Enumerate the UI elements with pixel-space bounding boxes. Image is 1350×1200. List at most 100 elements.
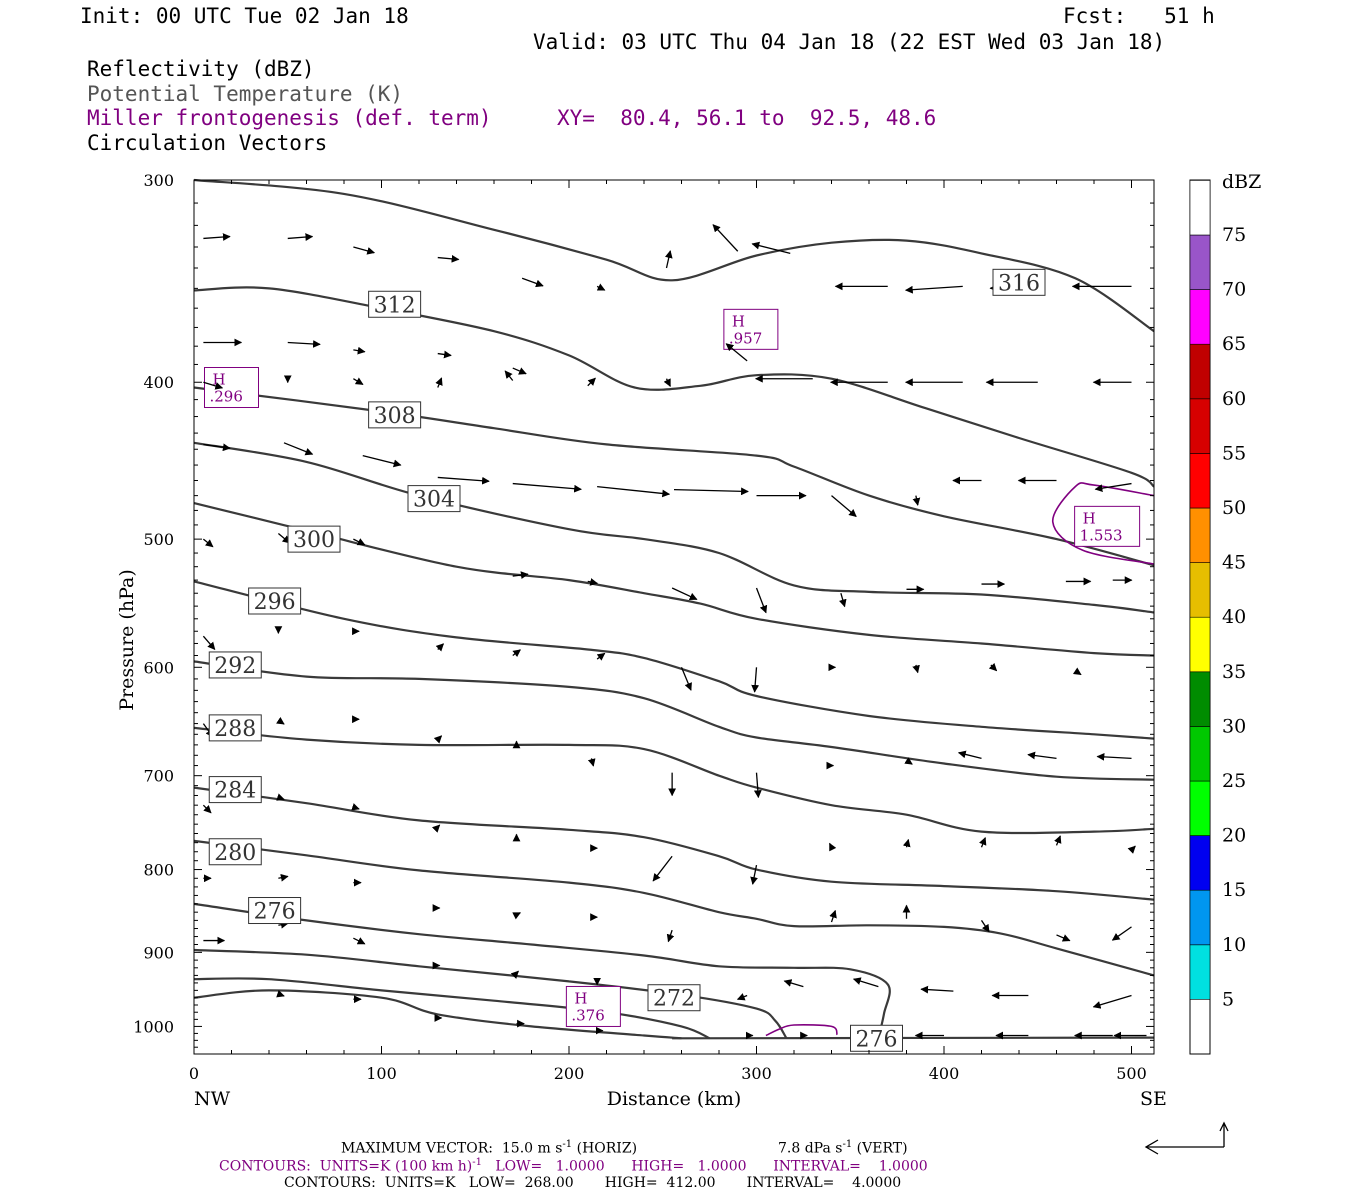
contour-label-300-box [287, 525, 341, 553]
theta-contour-284 [193, 786, 1155, 901]
colorbar-swatch-55 [1189, 398, 1211, 454]
y-tick-label-700: 700 [143, 767, 174, 786]
y-tick-label-1000: 1000 [133, 1017, 174, 1036]
frontogenesis-max-symbol-1: H [732, 312, 745, 330]
contour-label-308-box [368, 401, 422, 429]
circulation-vector-82 [276, 793, 285, 801]
y-axis-label: Pressure (hPa) [116, 569, 138, 711]
contour-label-284-box [208, 776, 262, 804]
colorbar-label-45: 45 [1222, 552, 1246, 574]
circulation-vector-59 [435, 643, 445, 652]
colorbar-label-20: 20 [1222, 825, 1246, 847]
reference-vector-icon [1144, 1121, 1229, 1155]
theta-contour-276 [193, 902, 891, 1039]
circulation-vector-81 [202, 804, 212, 814]
colorbar-swatch-40 [1189, 562, 1211, 618]
circulation-vector-50 [755, 587, 768, 614]
x-tick-label-500: 500 [1116, 1064, 1147, 1083]
contour-label-272: 272 [653, 987, 695, 1012]
theta-contour-292 [193, 660, 1155, 781]
x-tick-label-400: 400 [929, 1064, 960, 1083]
circulation-vector-73 [587, 758, 596, 767]
circulation-vector-30 [504, 370, 514, 381]
circulation-vector-14 [287, 340, 321, 348]
frontogenesis-max-value-0: .296 [210, 388, 243, 406]
colorbar-label-75: 75 [1222, 224, 1246, 246]
theta-contour-316 [193, 178, 1155, 333]
frontogenesis-max-box-1 [723, 308, 779, 350]
circulation-vector-35 [512, 482, 582, 493]
circulation-vector-103 [980, 920, 990, 933]
x-axis-label: Distance (km) [607, 1088, 742, 1110]
circulation-vector-104 [1056, 934, 1071, 942]
circulation-vector-100 [666, 929, 675, 943]
field-frontogenesis: Miller frontogenesis (def. term) [87, 106, 492, 130]
circulation-vector-88 [750, 865, 758, 885]
circulation-vector-98 [512, 912, 521, 920]
circulation-vector-2 [353, 246, 376, 255]
circulation-vector-83 [351, 803, 360, 811]
field-potential-temperature: Potential Temperature (K) [87, 82, 404, 106]
circulation-vector-89 [829, 842, 837, 852]
theta-contour-288 [193, 726, 1155, 835]
circulation-vector-18 [587, 377, 596, 387]
circulation-vector-37 [673, 487, 749, 496]
circulation-vector-67 [1072, 667, 1082, 676]
colorbar-swatch-45 [1189, 507, 1211, 563]
frontogenesis-max-symbol-2: H [1083, 509, 1096, 527]
contour-label-316-box [992, 268, 1046, 296]
frontogenesis-max-box-2 [1074, 505, 1141, 547]
colorbar-label-10: 10 [1222, 934, 1246, 956]
circulation-vector-75 [753, 772, 762, 799]
colorbar-unit: dBZ [1222, 171, 1261, 193]
circulation-vector-4 [521, 277, 544, 288]
colorbar-label-15: 15 [1222, 879, 1246, 901]
circulation-vector-49 [671, 587, 698, 601]
circulation-vector-56 [202, 635, 216, 651]
circulation-vector-118 [1092, 994, 1132, 1009]
circulation-vector-66 [988, 662, 998, 672]
circulation-vector-95 [278, 873, 289, 882]
contour-label-280-box [208, 838, 262, 866]
circulation-vector-115 [852, 977, 879, 988]
circulation-vector-108 [353, 937, 366, 945]
circulation-vector-15 [353, 346, 366, 355]
contour-label-276-box [248, 897, 302, 925]
circulation-vector-77 [904, 757, 913, 765]
contour-label-308: 308 [374, 404, 416, 429]
y-tick-label-500: 500 [143, 530, 174, 549]
colorbar-swatch-35 [1189, 616, 1211, 673]
axes: 300 400 500 600 700 800 900 1000 0 100 200 300 400 50… [133, 171, 1154, 1083]
contour-label-284: 284 [214, 779, 256, 804]
theta-contour-272 [193, 948, 788, 1039]
colorbar-swatch-15 [1189, 835, 1211, 891]
frontogenesis-max-value-3: .376 [571, 1006, 604, 1024]
circulation-vector-110 [510, 970, 519, 979]
colorbar-label-65: 65 [1222, 333, 1246, 355]
circulation-vector-114 [783, 979, 804, 988]
circulation-vector-101 [829, 909, 837, 923]
colorbar-label-35: 35 [1222, 661, 1246, 683]
colorbar-swatch-20 [1189, 780, 1211, 836]
colorbar-label-30: 30 [1222, 715, 1246, 737]
circulation-vector-48 [587, 578, 599, 586]
circulation-vector-80 [1096, 752, 1132, 761]
contour-labels: 316 312 308 304 300 296 292 288 284 280 276 276 272 [208, 268, 1046, 1052]
frontogenesis-max-value-2: 1.553 [1080, 526, 1123, 544]
circulation-vector-47 [512, 571, 529, 579]
circulation-vector-31 [203, 443, 231, 452]
colorbar-swatch-60 [1189, 343, 1211, 400]
colorbar-label-5: 5 [1222, 988, 1234, 1010]
colorbar-label-55: 55 [1222, 442, 1246, 464]
circulation-vector-5 [596, 283, 606, 291]
circulation-vector-93 [1127, 845, 1136, 854]
colorbar-swatch-75 [1189, 180, 1211, 236]
circulation-vector-116 [920, 985, 954, 994]
se-end-label: SE [1140, 1088, 1167, 1110]
frontogenesis-contour-0 [765, 1024, 838, 1037]
circulation-vector-33 [362, 454, 402, 468]
contour-label-304: 304 [413, 488, 455, 513]
field-reflectivity: Reflectivity (dBZ) [87, 57, 315, 81]
circulation-vector-65 [912, 664, 920, 674]
